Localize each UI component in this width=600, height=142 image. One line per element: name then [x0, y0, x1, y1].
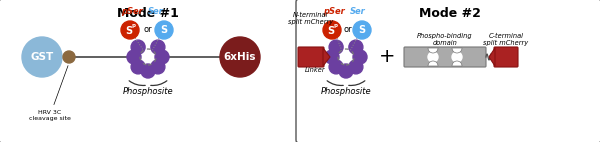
Text: +: +: [379, 48, 395, 66]
Polygon shape: [323, 48, 330, 66]
Text: HRV 3C
cleavage site: HRV 3C cleavage site: [29, 66, 71, 121]
FancyBboxPatch shape: [298, 47, 324, 67]
Wedge shape: [452, 48, 462, 53]
Wedge shape: [428, 48, 438, 53]
Wedge shape: [452, 61, 462, 66]
Text: N-terminal
split mCherry: N-terminal split mCherry: [289, 12, 334, 25]
Text: S: S: [358, 25, 365, 35]
Text: pSer: pSer: [121, 7, 143, 16]
Circle shape: [22, 37, 62, 77]
Wedge shape: [428, 61, 438, 66]
Circle shape: [325, 50, 339, 64]
Circle shape: [353, 50, 367, 64]
Circle shape: [452, 52, 462, 62]
FancyBboxPatch shape: [494, 47, 518, 67]
Text: Mode #1: Mode #1: [117, 7, 179, 20]
Circle shape: [329, 40, 343, 54]
Circle shape: [323, 21, 341, 39]
Circle shape: [151, 60, 165, 74]
FancyBboxPatch shape: [296, 0, 600, 142]
Text: pSer: pSer: [323, 7, 345, 16]
Text: Ser: Ser: [350, 7, 366, 16]
Circle shape: [151, 40, 165, 54]
Text: Mode #2: Mode #2: [419, 7, 481, 20]
Text: or: or: [143, 26, 152, 35]
Text: Ser: Ser: [148, 7, 164, 16]
Text: Phosphosite: Phosphosite: [122, 87, 173, 96]
Text: S: S: [125, 26, 133, 36]
Text: S: S: [160, 25, 167, 35]
Text: p: p: [132, 23, 136, 29]
Circle shape: [220, 37, 260, 77]
Text: or: or: [344, 26, 352, 35]
Circle shape: [339, 64, 353, 78]
Circle shape: [349, 40, 363, 54]
Circle shape: [349, 60, 363, 74]
Circle shape: [155, 50, 169, 64]
Circle shape: [121, 21, 139, 39]
Text: Linker: Linker: [305, 67, 325, 73]
FancyBboxPatch shape: [404, 47, 486, 67]
Circle shape: [127, 50, 141, 64]
Text: S: S: [328, 26, 335, 36]
Circle shape: [155, 21, 173, 39]
Text: p: p: [334, 23, 338, 29]
Text: Phosphosite: Phosphosite: [320, 87, 371, 96]
Circle shape: [329, 60, 343, 74]
Text: C-terminal
split mCherry: C-terminal split mCherry: [484, 33, 529, 46]
FancyBboxPatch shape: [0, 0, 298, 142]
Circle shape: [353, 21, 371, 39]
Circle shape: [63, 51, 75, 63]
Text: Phospho-binding
domain: Phospho-binding domain: [417, 33, 473, 46]
Text: GST: GST: [31, 52, 53, 62]
Polygon shape: [489, 48, 495, 66]
Circle shape: [141, 64, 155, 78]
Circle shape: [131, 60, 145, 74]
Text: 6xHis: 6xHis: [224, 52, 256, 62]
Circle shape: [428, 52, 438, 62]
Circle shape: [131, 40, 145, 54]
